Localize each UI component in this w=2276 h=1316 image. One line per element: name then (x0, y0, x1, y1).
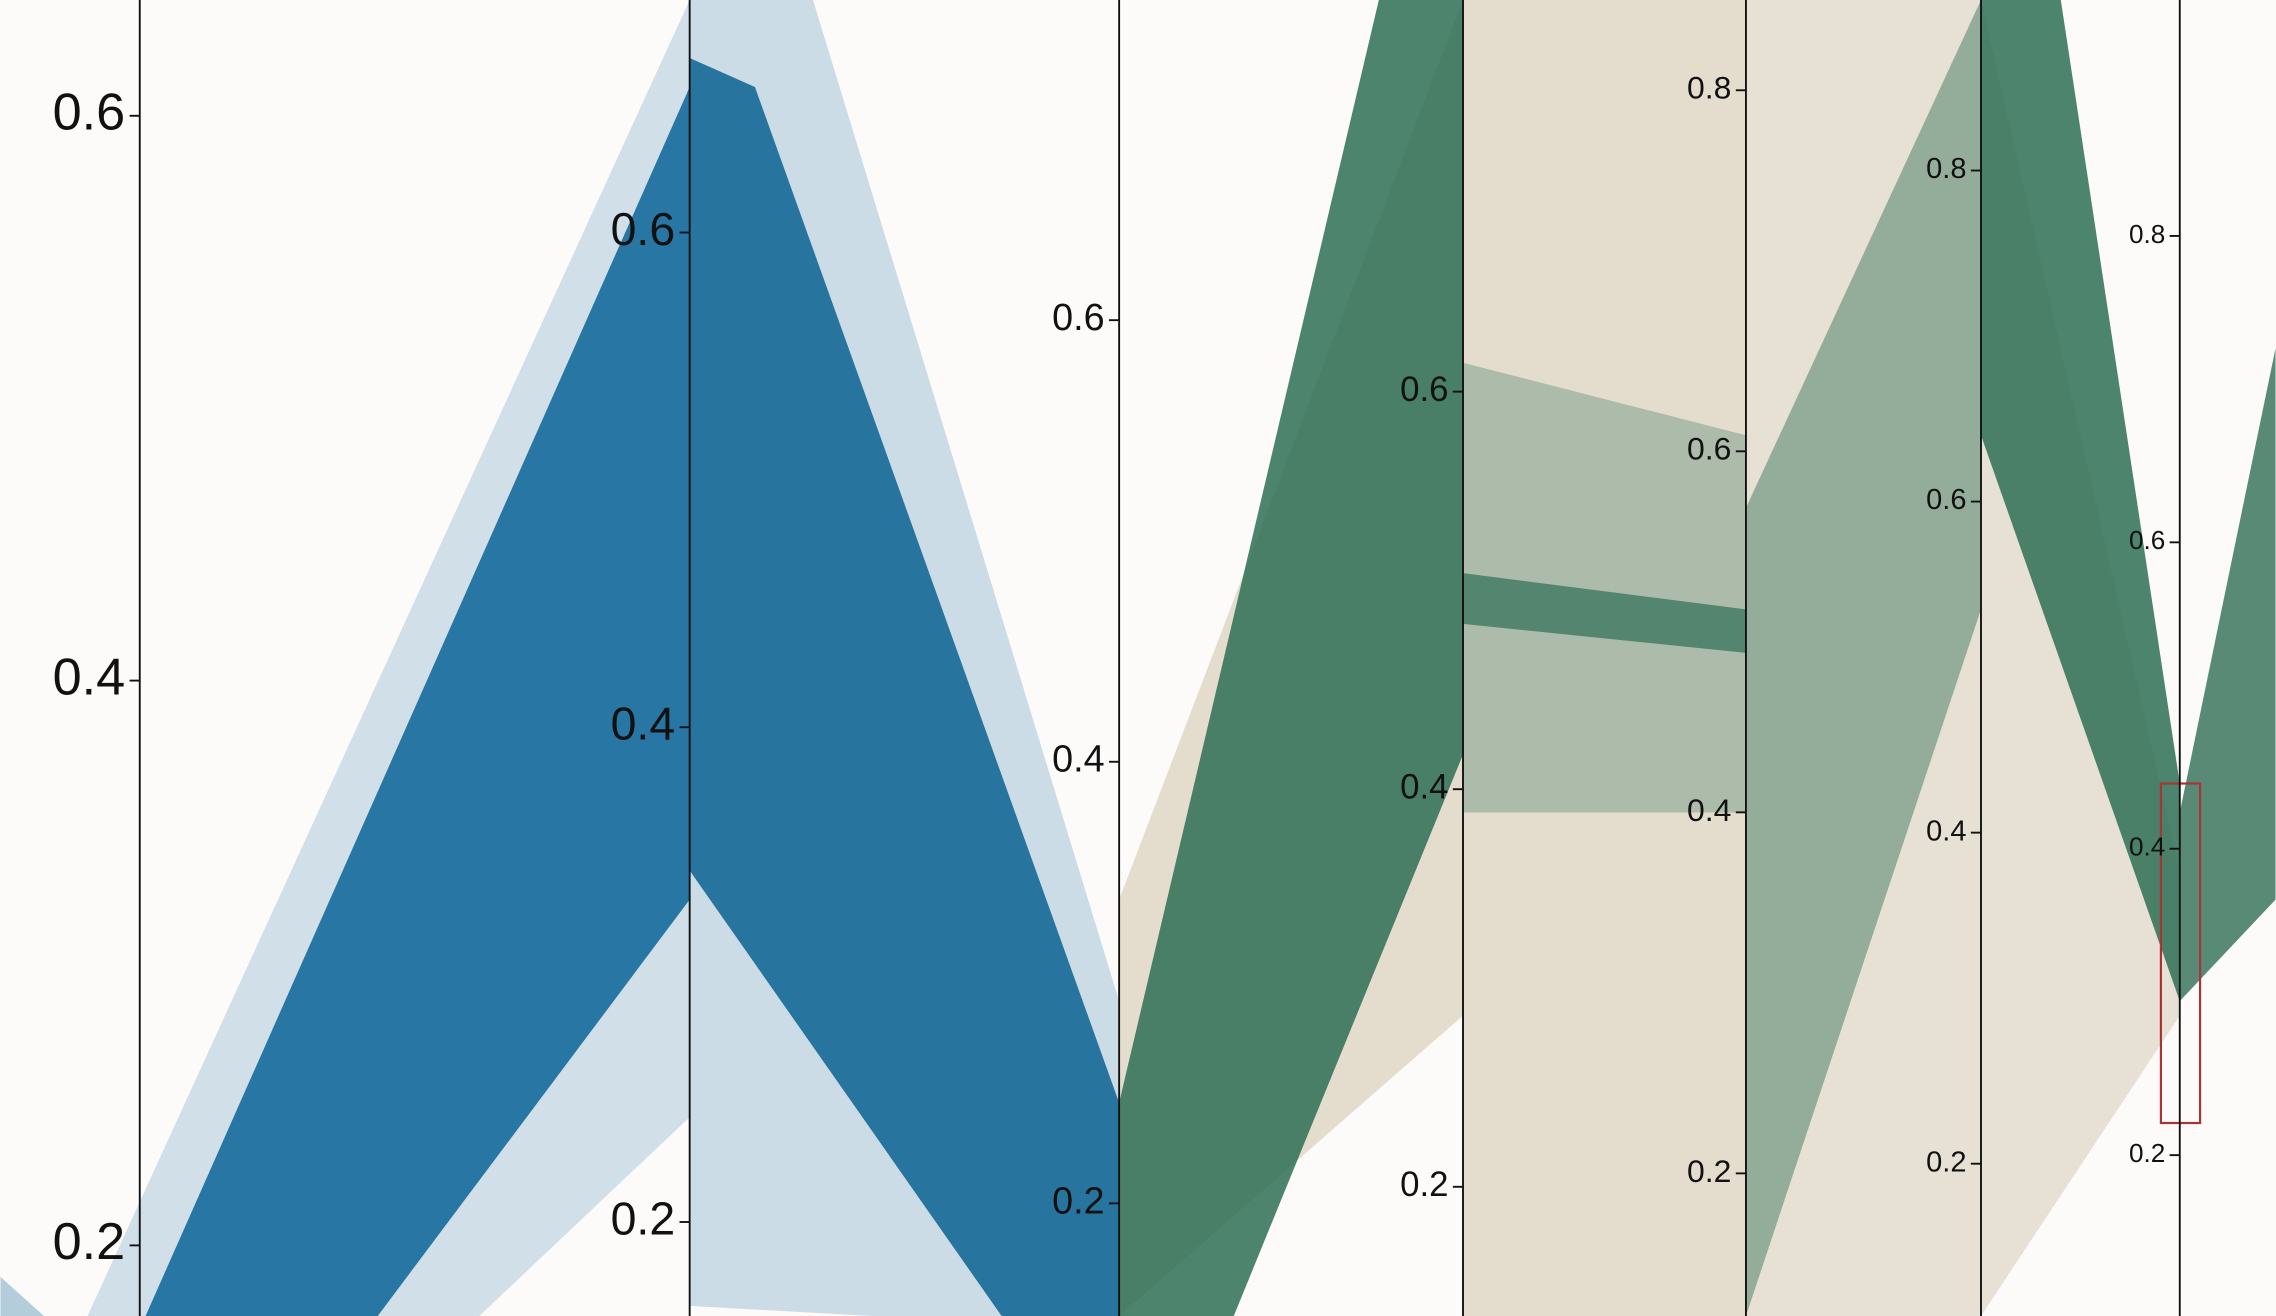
y-tick-label: 0.6 (1687, 431, 1731, 467)
bundle (1745, 0, 1981, 1316)
bundle (2179, 348, 2276, 1002)
y-tick-label: 0.6 (611, 203, 676, 255)
y-tick-label: 0.4 (1926, 815, 1966, 847)
y-tick-label: 0.6 (1926, 484, 1966, 516)
bundle (689, 58, 1120, 1316)
bundle (1745, 0, 1981, 1316)
y-tick-label: 0.4 (1400, 767, 1448, 806)
y-tick-label: 0.2 (1052, 1179, 1104, 1221)
y-tick-label: 0.8 (1926, 153, 1966, 185)
y-tick-label: 0.8 (1687, 70, 1731, 106)
y-tick-label: 0.2 (53, 1213, 126, 1271)
y-tick-label: 0.2 (1926, 1146, 1966, 1178)
y-tick-label: 0.6 (2129, 525, 2165, 555)
y-tick-label: 0.6 (1052, 296, 1104, 338)
y-tick-label: 0.2 (611, 1192, 676, 1244)
y-tick-label: 0.4 (53, 648, 126, 706)
y-tick-label: 0.4 (2129, 832, 2165, 862)
bundle (145, 87, 690, 1316)
bundle (1463, 573, 1746, 653)
y-tick-label: 0.4 (611, 698, 676, 750)
y-tick-label: 0.2 (1400, 1165, 1448, 1204)
bundle (1119, 0, 1464, 1316)
y-tick-label: 0.4 (1687, 792, 1731, 828)
y-tick-label: 0.8 (2129, 219, 2165, 249)
axes: 0.2 0.4 0.6 0.2 0.4 0.6 0.2 0.4 0.6 0.2 0.4 0.6 0.2 0… (53, 0, 2181, 1316)
y-tick-label: 0.2 (2129, 1138, 2165, 1168)
y-tick-label: 0.2 (1687, 1153, 1731, 1189)
y-tick-label: 0.4 (1052, 738, 1104, 780)
bundle (1980, 0, 2180, 1002)
bundle (1463, 362, 1746, 813)
y-tick-label: 0.6 (1400, 370, 1448, 409)
y-tick-label: 0.6 (53, 84, 126, 142)
bundle (1463, 0, 1746, 1316)
